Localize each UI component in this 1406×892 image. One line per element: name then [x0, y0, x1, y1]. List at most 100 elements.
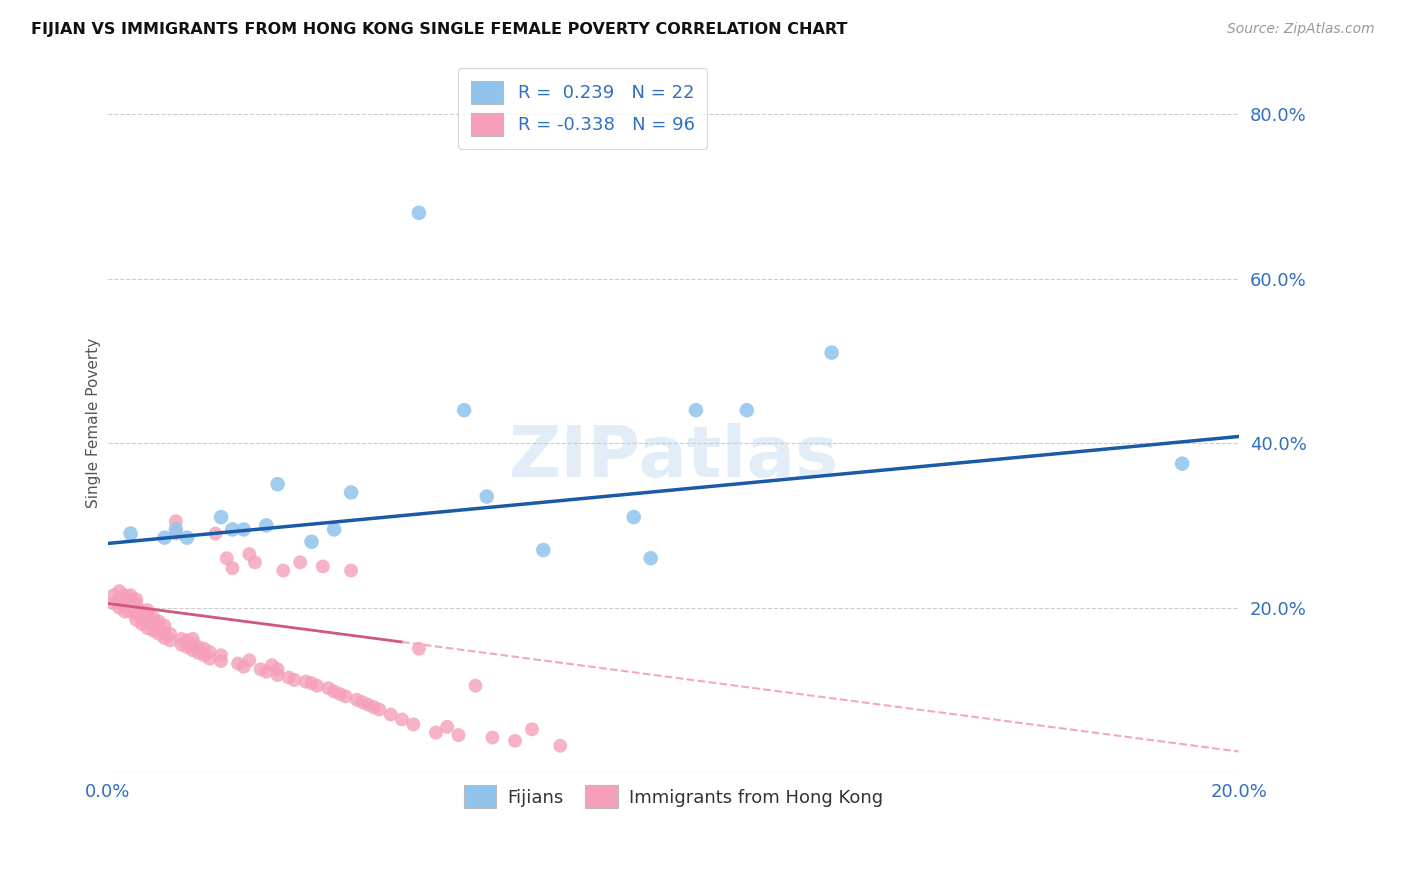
- Point: [408, 641, 430, 656]
- Point: [238, 547, 260, 561]
- Point: [318, 681, 340, 696]
- Point: [159, 627, 181, 641]
- Point: [204, 526, 226, 541]
- Point: [209, 654, 232, 668]
- Point: [114, 597, 136, 611]
- Point: [221, 561, 243, 575]
- Point: [323, 523, 346, 537]
- Point: [125, 607, 148, 622]
- Point: [352, 695, 374, 709]
- Point: [108, 600, 131, 615]
- Point: [193, 641, 215, 656]
- Point: [125, 597, 148, 611]
- Point: [481, 731, 503, 745]
- Point: [153, 631, 176, 645]
- Point: [820, 345, 842, 359]
- Point: [254, 518, 277, 533]
- Point: [215, 551, 238, 566]
- Point: [221, 523, 243, 537]
- Point: [436, 720, 458, 734]
- Point: [531, 543, 554, 558]
- Point: [357, 698, 380, 712]
- Point: [136, 621, 159, 635]
- Point: [165, 514, 187, 528]
- Point: [120, 588, 142, 602]
- Point: [120, 526, 142, 541]
- Point: [153, 618, 176, 632]
- Point: [307, 679, 329, 693]
- Point: [249, 662, 271, 676]
- Point: [226, 657, 249, 671]
- Point: [148, 627, 170, 641]
- Point: [425, 725, 447, 739]
- Text: Source: ZipAtlas.com: Source: ZipAtlas.com: [1227, 22, 1375, 37]
- Point: [165, 526, 187, 541]
- Point: [176, 633, 198, 648]
- Point: [623, 510, 645, 524]
- Point: [142, 624, 165, 638]
- Text: FIJIAN VS IMMIGRANTS FROM HONG KONG SINGLE FEMALE POVERTY CORRELATION CHART: FIJIAN VS IMMIGRANTS FROM HONG KONG SING…: [31, 22, 848, 37]
- Point: [685, 403, 707, 417]
- Point: [520, 723, 543, 737]
- Point: [335, 690, 357, 704]
- Point: [340, 564, 363, 578]
- Point: [120, 605, 142, 619]
- Point: [114, 605, 136, 619]
- Point: [243, 555, 266, 569]
- Point: [312, 559, 335, 574]
- Point: [131, 617, 153, 632]
- Point: [380, 707, 402, 722]
- Point: [131, 604, 153, 618]
- Point: [125, 592, 148, 607]
- Point: [254, 665, 277, 679]
- Point: [232, 523, 254, 537]
- Point: [181, 643, 204, 657]
- Point: [142, 617, 165, 632]
- Point: [503, 734, 526, 748]
- Point: [103, 597, 125, 611]
- Point: [346, 692, 368, 706]
- Point: [402, 717, 425, 731]
- Point: [735, 403, 758, 417]
- Point: [464, 679, 486, 693]
- Point: [301, 676, 323, 690]
- Point: [114, 588, 136, 602]
- Point: [165, 523, 187, 537]
- Point: [368, 702, 391, 716]
- Point: [209, 510, 232, 524]
- Point: [1171, 457, 1194, 471]
- Point: [340, 485, 363, 500]
- Point: [266, 477, 288, 491]
- Point: [181, 632, 204, 646]
- Point: [447, 728, 470, 742]
- Point: [329, 687, 352, 701]
- Point: [266, 668, 288, 682]
- Point: [176, 531, 198, 545]
- Point: [475, 490, 498, 504]
- Point: [266, 662, 288, 676]
- Point: [120, 592, 142, 607]
- Point: [170, 632, 193, 646]
- Point: [114, 592, 136, 607]
- Point: [260, 658, 283, 673]
- Point: [148, 621, 170, 635]
- Point: [108, 592, 131, 607]
- Point: [271, 564, 294, 578]
- Point: [181, 638, 204, 652]
- Point: [277, 671, 299, 685]
- Point: [120, 597, 142, 611]
- Point: [290, 555, 312, 569]
- Point: [209, 648, 232, 663]
- Point: [187, 646, 209, 660]
- Point: [108, 584, 131, 599]
- Point: [193, 648, 215, 663]
- Point: [125, 613, 148, 627]
- Text: ZIPatlas: ZIPatlas: [508, 423, 838, 492]
- Point: [159, 633, 181, 648]
- Point: [295, 674, 318, 689]
- Legend: Fijians, Immigrants from Hong Kong: Fijians, Immigrants from Hong Kong: [457, 778, 890, 815]
- Point: [148, 615, 170, 629]
- Point: [103, 588, 125, 602]
- Point: [170, 638, 193, 652]
- Point: [131, 610, 153, 624]
